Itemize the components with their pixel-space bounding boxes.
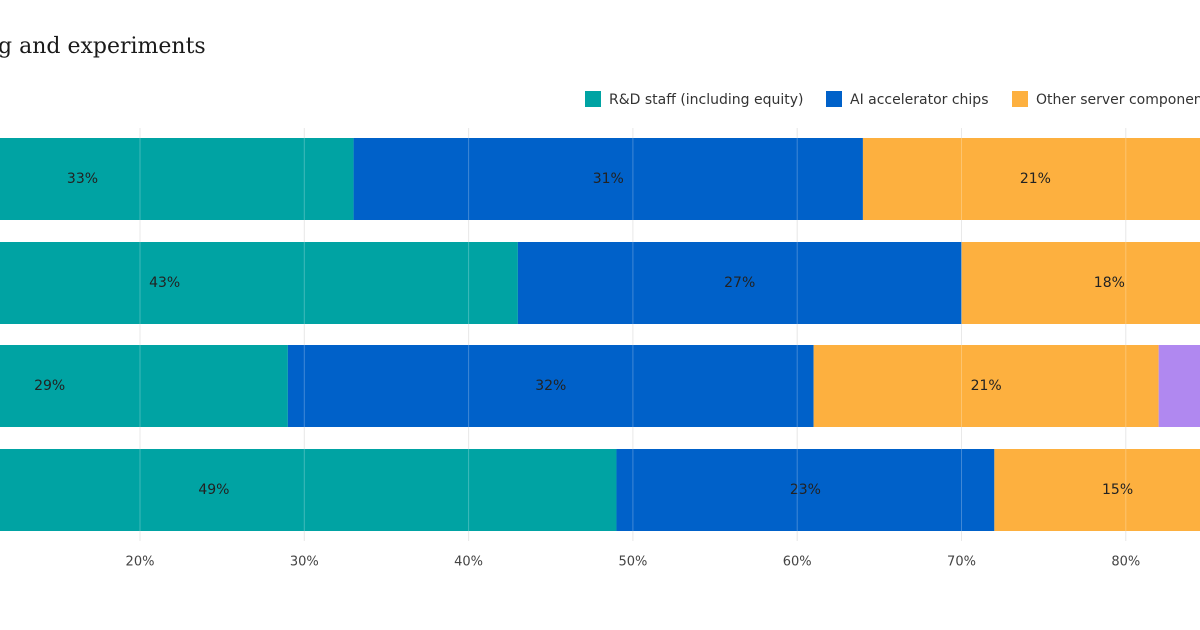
bar-segment (961, 242, 1200, 324)
legend-swatch (1012, 91, 1028, 107)
bar-segment (616, 449, 995, 531)
bar-segment (0, 138, 354, 220)
data-label: 33% (67, 171, 98, 187)
data-label: 49% (198, 482, 229, 498)
data-label: 29% (34, 378, 65, 394)
x-tick-label: 60% (783, 555, 812, 570)
bar-segment (517, 242, 962, 324)
x-tick-label: 80% (1111, 555, 1140, 570)
x-tick-label: 70% (947, 555, 976, 570)
data-label: 31% (593, 171, 624, 187)
data-label: 21% (1020, 171, 1051, 187)
bar-segment (353, 138, 863, 220)
bar-segment (0, 449, 617, 531)
data-label: 43% (149, 275, 180, 291)
bar-segment (287, 345, 814, 427)
legend-swatch (585, 91, 601, 107)
data-label: 15% (1102, 482, 1133, 498)
data-label: 32% (535, 378, 566, 394)
legend-label: Other server component (1036, 92, 1200, 108)
bar-segment (0, 345, 288, 427)
chart-title: g and experiments (0, 34, 206, 59)
legend-swatch (826, 91, 842, 107)
data-label: 23% (790, 482, 821, 498)
x-tick-label: 40% (454, 555, 483, 570)
bar-segment (813, 345, 1159, 427)
legend-label: AI accelerator chips (850, 92, 988, 108)
x-tick-label: 30% (290, 555, 319, 570)
x-tick-label: 50% (618, 555, 647, 570)
bar-segment (862, 138, 1200, 220)
data-label: 27% (724, 275, 755, 291)
x-tick-label: 20% (126, 555, 155, 570)
legend-label: R&D staff (including equity) (609, 92, 804, 108)
bar-segment (994, 449, 1200, 531)
data-label: 21% (971, 378, 1002, 394)
data-label: 18% (1094, 275, 1125, 291)
bar-segment (0, 242, 518, 324)
bar-segment (1158, 345, 1200, 427)
